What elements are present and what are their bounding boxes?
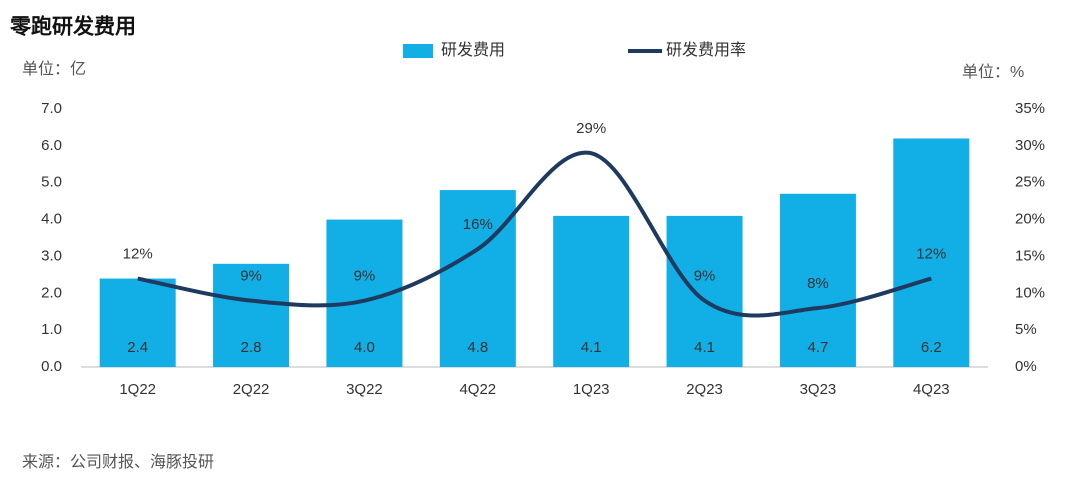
y2-tick-label: 20% bbox=[1015, 211, 1045, 228]
bar-value-label: 4.1 bbox=[694, 339, 715, 356]
y-tick-label: 3.0 bbox=[41, 247, 62, 264]
y2-tick-label: 15% bbox=[1015, 247, 1045, 264]
line-value-label: 16% bbox=[463, 216, 493, 233]
line-value-label: 9% bbox=[694, 268, 716, 285]
source: 来源：公司财报、海豚投研 bbox=[22, 453, 214, 471]
x-tick-label: 4Q22 bbox=[459, 381, 496, 398]
bar-value-label: 4.8 bbox=[467, 339, 488, 356]
x-tick-label: 4Q23 bbox=[913, 381, 950, 398]
y2-tick-label: 30% bbox=[1015, 137, 1045, 154]
line-value-label: 9% bbox=[240, 268, 262, 285]
bar bbox=[893, 138, 970, 367]
y-tick-label: 2.0 bbox=[41, 284, 62, 301]
line-value-label: 12% bbox=[916, 246, 946, 263]
legend-swatch bbox=[403, 44, 433, 58]
y-tick-label: 6.0 bbox=[41, 137, 62, 154]
y-tick-label: 1.0 bbox=[41, 321, 62, 338]
line-value-label: 9% bbox=[354, 268, 376, 285]
x-tick-label: 3Q23 bbox=[800, 381, 837, 398]
legend-label: 研发费用率 bbox=[666, 41, 746, 59]
bar-value-label: 2.4 bbox=[127, 339, 148, 356]
bar-value-label: 6.2 bbox=[921, 339, 942, 356]
bar bbox=[666, 215, 743, 367]
bar-value-label: 2.8 bbox=[241, 339, 262, 356]
y2-tick-label: 35% bbox=[1015, 100, 1045, 117]
x-tick-label: 2Q22 bbox=[233, 381, 270, 398]
x-tick-label: 2Q23 bbox=[686, 381, 723, 398]
y2-unit: 单位：% bbox=[962, 63, 1024, 81]
y-tick-label: 7.0 bbox=[41, 100, 62, 117]
line-value-label: 8% bbox=[807, 275, 829, 292]
bar bbox=[553, 215, 630, 367]
y-tick-label: 5.0 bbox=[41, 174, 62, 191]
bar-value-label: 4.1 bbox=[581, 339, 602, 356]
legend-label: 研发费用 bbox=[441, 41, 505, 59]
bar bbox=[439, 190, 516, 367]
x-tick-label: 3Q22 bbox=[346, 381, 383, 398]
bar-value-label: 4.7 bbox=[808, 339, 829, 356]
y2-tick-label: 25% bbox=[1015, 174, 1045, 191]
y-tick-label: 4.0 bbox=[41, 211, 62, 228]
y2-tick-label: 10% bbox=[1015, 284, 1045, 301]
y2-tick-label: 5% bbox=[1015, 321, 1037, 338]
y-tick-label: 0.0 bbox=[41, 358, 62, 375]
bar-value-label: 4.0 bbox=[354, 339, 375, 356]
line bbox=[137, 150, 932, 318]
line-value-label: 12% bbox=[123, 246, 153, 263]
y2-tick-label: 0% bbox=[1015, 358, 1037, 375]
x-tick-label: 1Q22 bbox=[119, 381, 156, 398]
line-value-label: 29% bbox=[576, 120, 606, 137]
bar bbox=[213, 263, 290, 367]
x-tick-label: 1Q23 bbox=[573, 381, 610, 398]
bar bbox=[99, 278, 176, 367]
y-unit: 单位：亿 bbox=[22, 60, 86, 78]
bar bbox=[779, 193, 856, 367]
chart-title: 零跑研发费用 bbox=[9, 15, 136, 39]
